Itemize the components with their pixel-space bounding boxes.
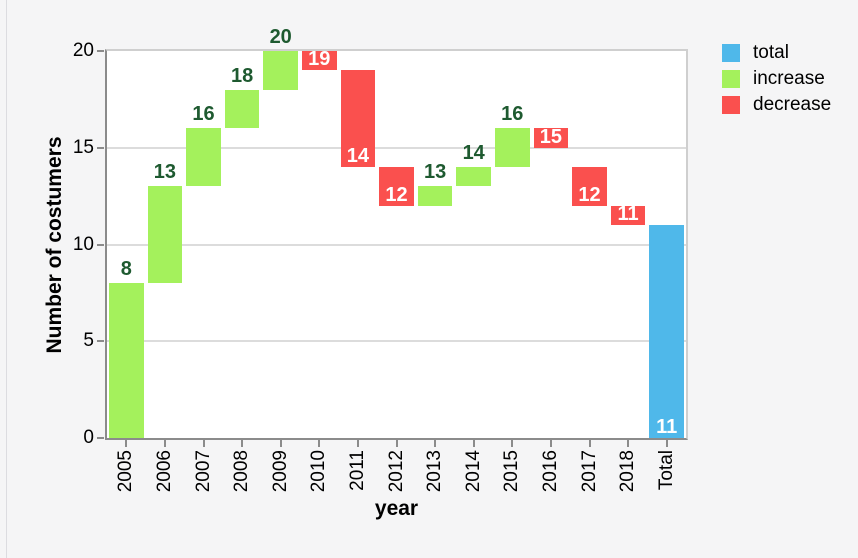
- legend-item-increase: increase: [722, 68, 831, 89]
- bar-value-label-2005: 8: [120, 258, 132, 281]
- legend-item-total: total: [722, 42, 831, 63]
- bar-2018: [610, 205, 646, 226]
- y-tick-label-15: 15: [72, 136, 94, 158]
- x-tick-label-2007: 2007: [192, 450, 214, 493]
- x-tick-label-2009: 2009: [269, 450, 291, 493]
- x-tick-label-2016: 2016: [539, 450, 561, 493]
- bar-2011: [340, 70, 376, 168]
- x-tick-mark-2014: [472, 440, 475, 447]
- y-tick-mark-0: [97, 437, 104, 439]
- bar-2012: [379, 167, 414, 206]
- x-tick-label-2008: 2008: [231, 450, 253, 493]
- x-tick-mark-2016: [549, 440, 552, 447]
- bar-value-label-2015: 16: [501, 103, 524, 126]
- x-tick-mark-2009: [279, 440, 282, 447]
- y-tick-label-20: 20: [72, 40, 94, 61]
- bar-value-label-2008: 18: [230, 64, 254, 87]
- x-tick-label-2018: 2018: [617, 450, 639, 493]
- y-tick-mark-10: [97, 243, 104, 246]
- x-tick-label-2013: 2013: [424, 450, 446, 493]
- x-tick-mark-2006: [163, 440, 166, 447]
- x-tick-label-2006: 2006: [153, 450, 175, 493]
- x-tick-label-2011: 2011: [346, 450, 368, 491]
- bar-2015: [495, 128, 530, 168]
- bar-2014: [456, 167, 491, 187]
- legend: total increase decrease: [722, 42, 832, 122]
- x-tick-mark-2011: [356, 440, 359, 447]
- x-tick-mark-2012: [395, 440, 398, 447]
- bar-2013: [417, 186, 453, 206]
- x-tick-mark-2013: [434, 440, 437, 447]
- x-tick-label-2005: 2005: [115, 450, 137, 493]
- bar-value-label-2007: 16: [192, 103, 215, 126]
- bar-2009: [263, 51, 298, 90]
- x-tick-mark-2017: [588, 440, 591, 447]
- legend-label-total: total: [753, 42, 789, 63]
- gridline-y-15: [107, 146, 686, 149]
- x-tick-mark-total: [665, 440, 668, 447]
- bar-2005: [109, 283, 144, 438]
- x-tick-mark-2015: [511, 440, 514, 447]
- bar-2016: [533, 128, 569, 148]
- bar-value-label-2009: 20: [269, 26, 292, 48]
- y-tick-mark-5: [97, 340, 104, 343]
- bar-value-label-2013: 13: [423, 161, 447, 184]
- bar-2010: [302, 51, 337, 71]
- y-tick-label-5: 5: [83, 330, 94, 352]
- legend-swatch-decrease-icon: [722, 96, 740, 114]
- bar-value-label-2006: 13: [153, 161, 177, 184]
- x-tick-label-2012: 2012: [385, 450, 407, 493]
- legend-label-increase: increase: [753, 68, 825, 89]
- x-axis-title: year: [374, 497, 419, 520]
- x-tick-label-2010: 2010: [308, 450, 330, 493]
- gridline-y-5: [107, 340, 686, 343]
- x-tick-mark-2005: [125, 440, 128, 447]
- x-tick-label-2014: 2014: [462, 450, 484, 493]
- legend-swatch-increase-icon: [722, 70, 740, 88]
- legend-swatch-total-icon: [722, 44, 740, 62]
- y-tick-mark-20: [97, 50, 104, 52]
- bar-total: [649, 225, 684, 438]
- x-tick-mark-2018: [627, 440, 630, 447]
- x-tick-label-2015: 2015: [501, 450, 523, 493]
- bar-2017: [572, 167, 607, 206]
- legend-label-decrease: decrease: [753, 94, 832, 115]
- x-tick-mark-2007: [202, 440, 205, 447]
- bar-2007: [186, 128, 221, 187]
- bar-2006: [147, 186, 183, 284]
- x-tick-mark-2010: [318, 440, 321, 447]
- bar-2008: [224, 89, 260, 129]
- x-tick-label-total: Total: [655, 450, 677, 491]
- plot-area: 8 13 16 18 20 19 14 12 13 14 16 15 12 11 11: [105, 27, 688, 440]
- gridline-y-10: [107, 243, 686, 246]
- y-tick-label-0: 0: [83, 427, 94, 448]
- window-edge-line: [6, 0, 7, 558]
- x-tick-label-2017: 2017: [578, 450, 600, 493]
- x-tick-mark-2008: [241, 440, 244, 447]
- y-tick-label-10: 10: [72, 233, 94, 255]
- y-tick-mark-15: [97, 146, 104, 149]
- legend-item-decrease: decrease: [722, 94, 832, 115]
